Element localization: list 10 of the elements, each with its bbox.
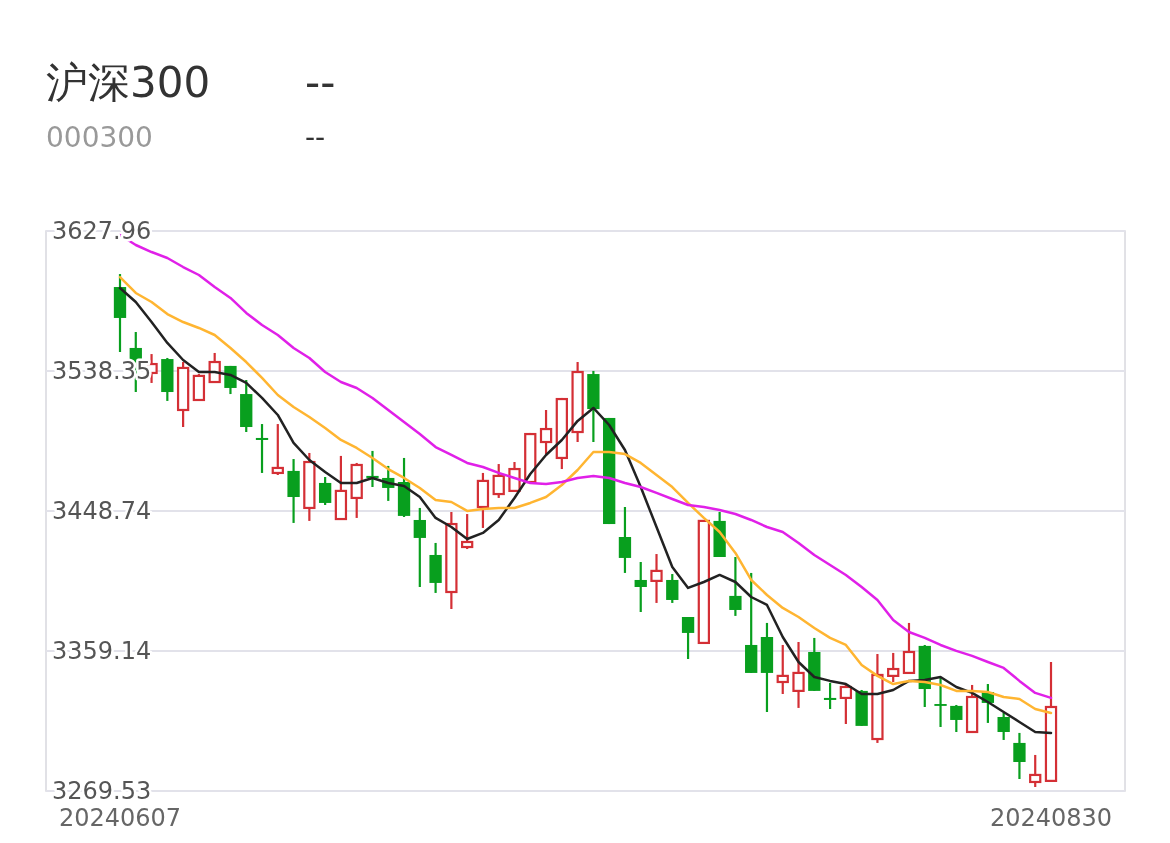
ytick: 3359.14 [52,637,152,665]
title: 沪深300 [46,58,211,107]
ytick: 3448.74 [52,497,152,525]
subtitle: 000300 [46,121,153,154]
xtick: 20240607 [58,804,182,832]
annotation: -- [305,58,336,107]
annotation: -- [305,121,326,154]
xtick: 20240830 [989,804,1113,832]
ytick: 3269.53 [52,777,152,805]
ytick: 3627.96 [52,217,152,245]
